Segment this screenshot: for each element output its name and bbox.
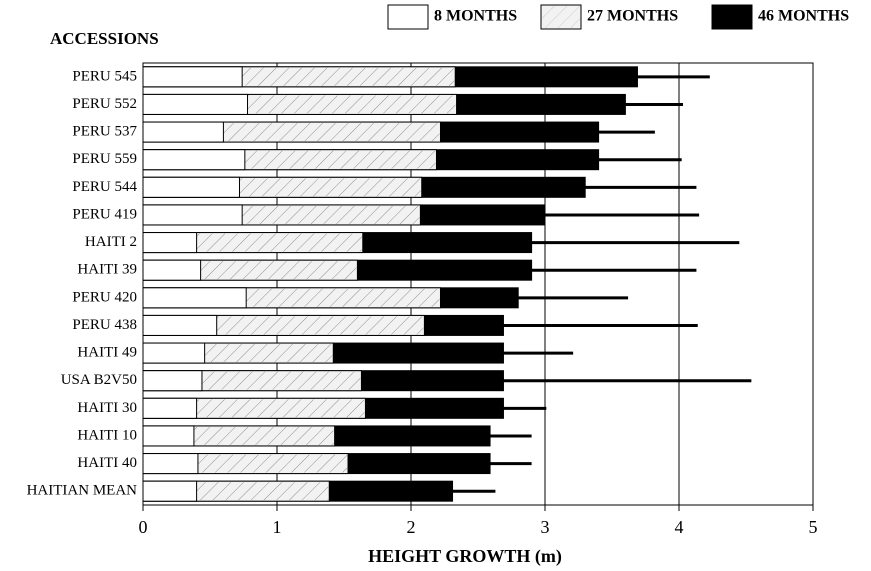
bar (142, 176, 240, 198)
bar (142, 480, 198, 502)
y-tick-label: PERU 419 (72, 206, 137, 222)
bar-hatch (204, 344, 333, 363)
bar-hatch (201, 371, 361, 390)
y-tick-label: HAITI 40 (77, 455, 137, 471)
x-tick-label: 1 (273, 517, 282, 537)
y-tick-label: HAITI 10 (77, 427, 137, 443)
x-tick-label: 3 (541, 517, 550, 537)
bar (142, 314, 218, 336)
bar (142, 232, 198, 254)
y-tick-label: PERU 552 (72, 96, 137, 112)
x-axis-label: HEIGHT GROWTH (m) (368, 546, 562, 567)
y-tick-label: PERU 559 (72, 151, 137, 167)
bar (142, 342, 206, 364)
chart-title: ACCESSIONS (50, 29, 159, 48)
bar (142, 425, 195, 447)
bar-hatch (242, 67, 455, 86)
x-tick-label: 5 (809, 517, 818, 537)
bar-hatch (244, 150, 436, 169)
y-tick-label: USA B2V50 (61, 372, 137, 388)
bar-hatch (196, 482, 329, 501)
bar (142, 149, 246, 171)
y-tick-label: PERU 544 (72, 179, 137, 195)
bar (142, 66, 243, 88)
legend-label: 8 MONTHS (434, 8, 517, 25)
y-tick-label: HAITIAN MEAN (27, 483, 138, 499)
legend-label: 27 MONTHS (587, 8, 678, 25)
bar (142, 259, 202, 281)
y-tick-label: HAITI 39 (77, 262, 137, 278)
y-tick-label: PERU 537 (72, 124, 137, 140)
bar-hatch (247, 95, 456, 114)
bar-hatch (242, 205, 420, 224)
bar (142, 397, 198, 419)
y-tick-label: HAITI 30 (77, 400, 137, 416)
y-tick-label: PERU 438 (72, 317, 137, 333)
legend-hatch (542, 6, 580, 28)
bar-hatch (200, 261, 357, 280)
x-tick-label: 4 (675, 517, 684, 537)
bar (142, 121, 224, 143)
bar (142, 287, 247, 309)
bar-hatch (196, 233, 362, 252)
bar-hatch (223, 123, 440, 142)
bar (142, 93, 249, 115)
bar (142, 453, 199, 475)
bar-hatch (246, 288, 440, 307)
legend-label: 46 MONTHS (758, 8, 849, 25)
bar-hatch (239, 178, 421, 197)
bar-hatch (216, 316, 424, 335)
legend-swatch (387, 4, 429, 30)
bar-hatch (193, 426, 334, 445)
legend-swatch (711, 4, 753, 30)
y-tick-label: PERU 420 (72, 289, 137, 305)
x-tick-label: 2 (407, 517, 416, 537)
bar (142, 370, 203, 392)
bar-hatch (197, 454, 348, 473)
y-tick-label: HAITI 2 (85, 234, 137, 250)
x-tick-label: 0 (139, 517, 148, 537)
bar (142, 204, 243, 226)
y-tick-label: HAITI 49 (77, 345, 137, 361)
bar-hatch (196, 399, 365, 418)
y-tick-label: PERU 545 (72, 68, 137, 84)
